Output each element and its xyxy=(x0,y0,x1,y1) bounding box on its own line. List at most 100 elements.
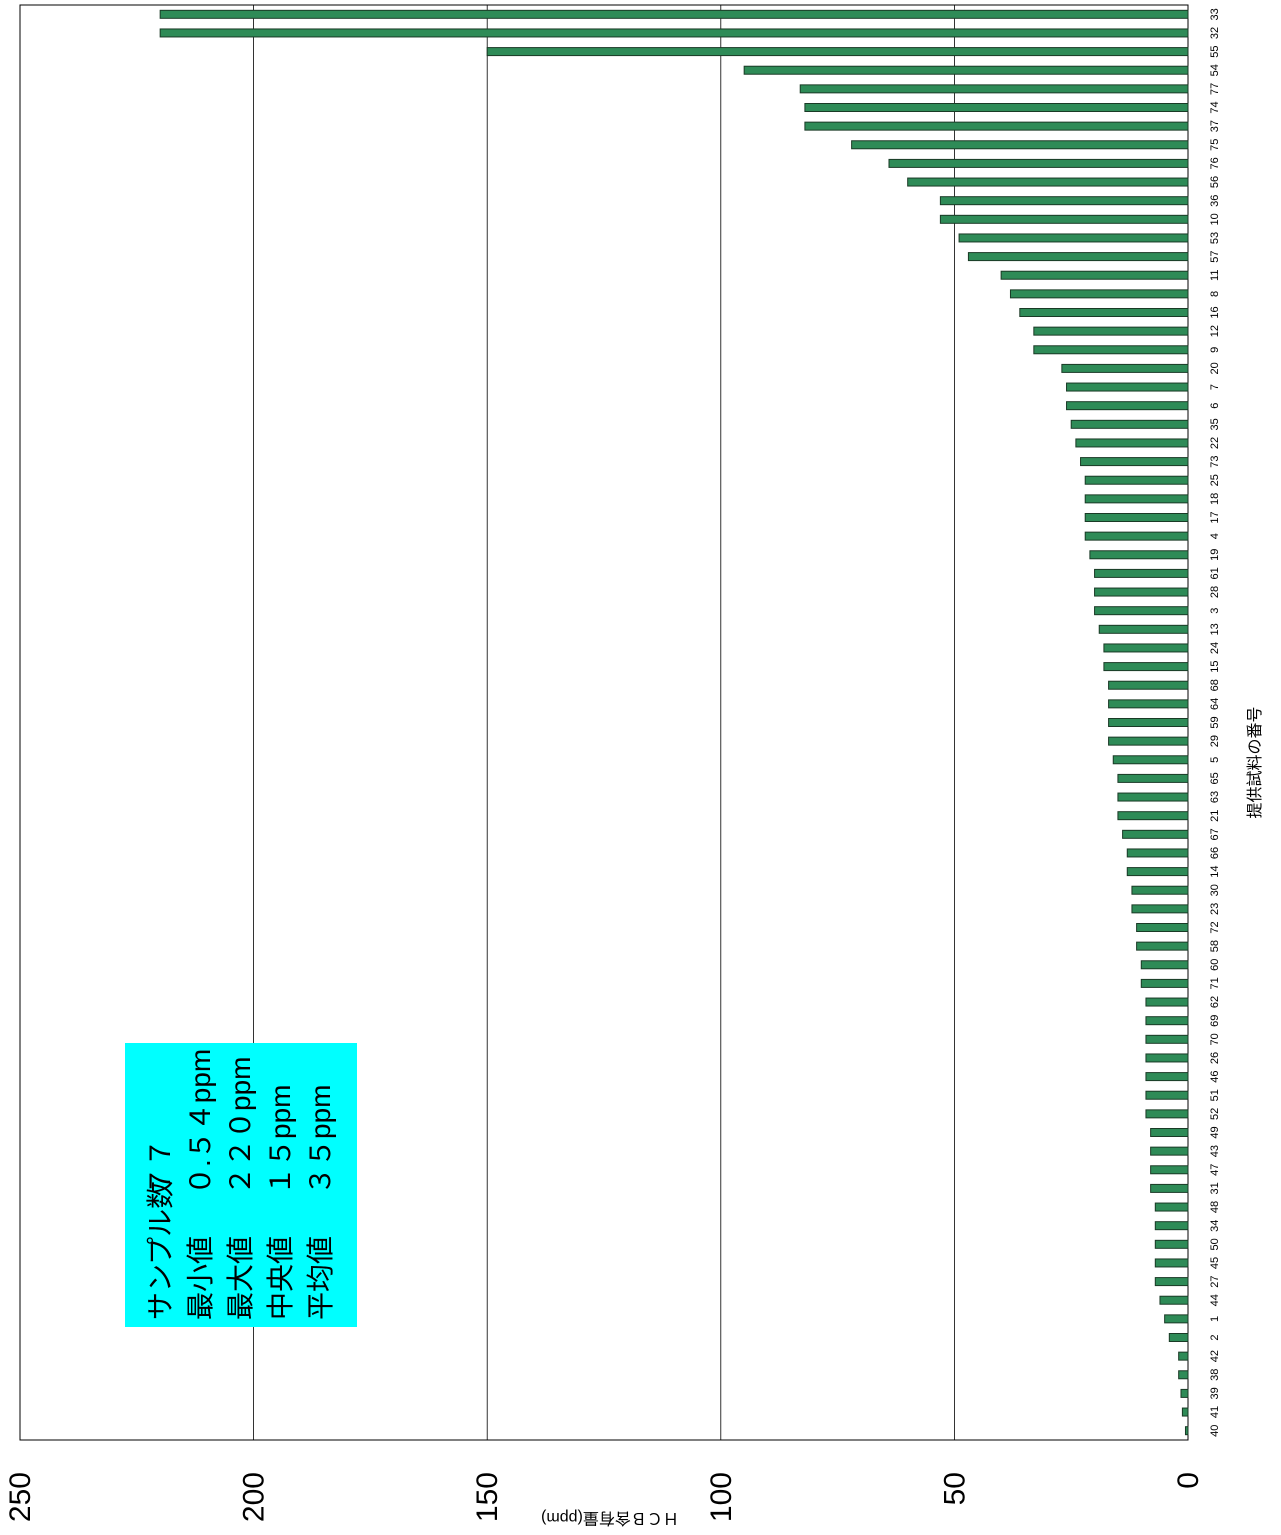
stats-value: ３５ppm xyxy=(305,1085,336,1195)
bar xyxy=(1145,1016,1189,1026)
x-tick-label: 57 xyxy=(1209,250,1221,262)
x-tick-label: 12 xyxy=(1209,325,1221,337)
bar xyxy=(1168,1333,1189,1342)
stats-label: 中央値 xyxy=(265,1236,296,1320)
bar xyxy=(1117,792,1189,802)
x-tick-label: 7 xyxy=(1209,384,1221,390)
bar xyxy=(804,103,1189,112)
x-tick-label: 76 xyxy=(1209,157,1221,169)
x-tick-label: 25 xyxy=(1209,474,1221,486)
x-tick-label: 77 xyxy=(1209,83,1221,95)
rotated-chart: 0501001502002504041393842214427455034483… xyxy=(4,4,1264,1527)
x-tick-label: 68 xyxy=(1209,679,1221,691)
stats-value: ２２０ppm xyxy=(225,1057,256,1195)
bar xyxy=(1136,923,1189,932)
bar xyxy=(1150,1128,1189,1137)
x-tick-label: 5 xyxy=(1209,757,1221,763)
x-tick-label: 50 xyxy=(1209,1238,1221,1250)
x-tick-label: 70 xyxy=(1209,1033,1221,1045)
bar xyxy=(1180,1388,1189,1398)
x-tick-label: 29 xyxy=(1209,735,1221,747)
bar xyxy=(1103,662,1189,672)
x-tick-label: 2 xyxy=(1209,1334,1221,1340)
bar xyxy=(1184,1426,1189,1436)
bar xyxy=(1140,960,1189,970)
x-tick-label: 56 xyxy=(1209,176,1221,188)
x-tick-label: 35 xyxy=(1209,418,1221,430)
bar xyxy=(1159,1295,1189,1305)
bar xyxy=(1136,941,1189,951)
x-tick-label: 10 xyxy=(1209,213,1221,225)
x-tick-label: 23 xyxy=(1209,903,1221,915)
bar xyxy=(1122,829,1189,839)
x-tick-label: 40 xyxy=(1209,1425,1221,1437)
bar xyxy=(743,65,1189,75)
bar xyxy=(1164,1314,1189,1324)
x-tick-label: 41 xyxy=(1209,1406,1221,1418)
x-tick-label: 42 xyxy=(1209,1350,1221,1362)
bar xyxy=(1094,606,1189,616)
bar xyxy=(1154,1202,1189,1212)
x-tick-label: 28 xyxy=(1209,586,1221,598)
x-tick-label: 65 xyxy=(1209,772,1221,784)
bar xyxy=(1098,624,1189,634)
bar xyxy=(1033,326,1189,336)
x-tick-label: 66 xyxy=(1209,847,1221,859)
x-tick-label: 71 xyxy=(1209,977,1221,989)
x-tick-label: 48 xyxy=(1209,1201,1221,1213)
x-tick-label: 60 xyxy=(1209,959,1221,971)
x-tick-label: 32 xyxy=(1209,27,1221,39)
x-tick-label: 38 xyxy=(1209,1369,1221,1381)
bar xyxy=(799,84,1189,94)
bar xyxy=(1094,587,1189,597)
x-tick-label: 61 xyxy=(1209,567,1221,579)
x-tick-label: 64 xyxy=(1209,698,1221,710)
y-tick-label: 150 xyxy=(471,1472,504,1522)
bar xyxy=(967,252,1189,262)
x-tick-label: 16 xyxy=(1209,306,1221,318)
x-tick-label: 46 xyxy=(1209,1070,1221,1082)
bar xyxy=(1150,1183,1189,1193)
bar xyxy=(1145,997,1189,1007)
bar xyxy=(1033,345,1189,355)
stats-box xyxy=(125,1043,357,1327)
bar xyxy=(1112,755,1189,765)
x-axis-title: 提供試料の番号 xyxy=(1246,706,1264,818)
bar xyxy=(1080,457,1189,467)
x-tick-label: 6 xyxy=(1209,403,1221,409)
bar xyxy=(939,214,1189,224)
x-tick-label: 72 xyxy=(1209,921,1221,933)
bar xyxy=(1145,1090,1189,1100)
x-tick-label: 30 xyxy=(1209,884,1221,896)
bar xyxy=(1150,1165,1189,1175)
y-tick-label: 250 xyxy=(4,1472,37,1522)
x-tick-label: 13 xyxy=(1209,623,1221,635)
x-tick-label: 47 xyxy=(1209,1164,1221,1176)
bar xyxy=(1181,1407,1189,1417)
stats-value: ７７ xyxy=(145,1139,176,1195)
bar xyxy=(1126,867,1189,877)
bar xyxy=(958,233,1189,243)
x-tick-label: 53 xyxy=(1209,232,1221,244)
stats-label: 平均値 xyxy=(305,1236,336,1320)
x-tick-label: 9 xyxy=(1209,347,1221,353)
bar xyxy=(888,158,1189,168)
bar xyxy=(1145,1034,1189,1044)
bar xyxy=(1150,1146,1189,1156)
x-tick-label: 14 xyxy=(1209,865,1221,877)
bar xyxy=(1108,699,1189,709)
y-axis-title: ＨＣＢ含有量(ppm) xyxy=(541,1509,679,1527)
bar xyxy=(1009,289,1189,299)
bar xyxy=(1084,513,1189,522)
bar xyxy=(1117,811,1189,821)
stats-label: 最小値 xyxy=(185,1236,216,1320)
bar xyxy=(1145,1053,1189,1063)
stats-value: １５ppm xyxy=(265,1085,296,1195)
bar xyxy=(1131,904,1189,914)
x-tick-label: 33 xyxy=(1209,8,1221,20)
bar xyxy=(1066,382,1189,392)
bar xyxy=(1094,568,1189,578)
bar xyxy=(1154,1221,1189,1231)
bar xyxy=(1178,1370,1189,1380)
x-tick-label: 8 xyxy=(1209,291,1221,297)
